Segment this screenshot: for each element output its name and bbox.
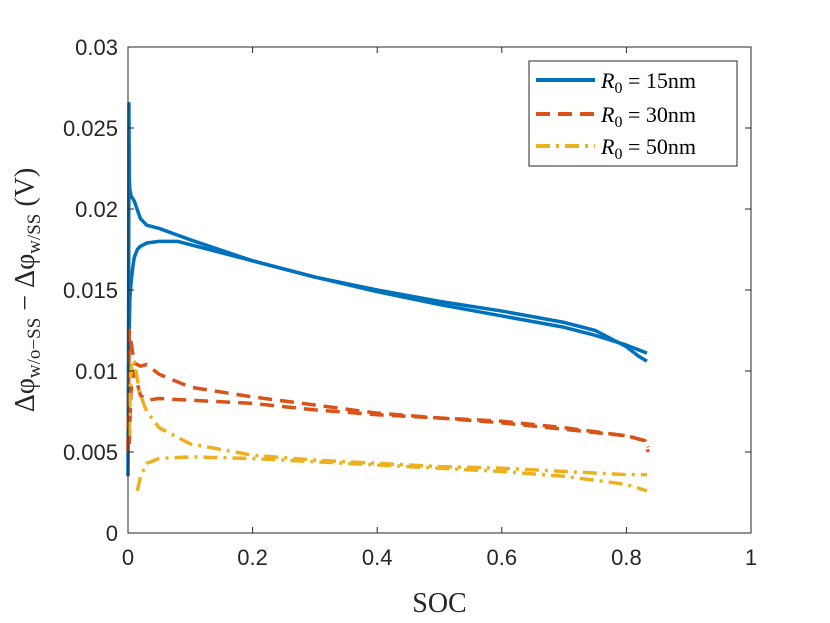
y-tick-label: 0.01 bbox=[75, 359, 118, 384]
y-tick-label: 0.005 bbox=[63, 440, 118, 465]
y-title-part: − bbox=[10, 288, 41, 318]
x-axis-title: SOC bbox=[412, 588, 466, 619]
series-line-1-branch-1 bbox=[127, 369, 650, 453]
y-axis-title: Δφw/o−SS − Δφw/SS (V) bbox=[10, 168, 45, 413]
y-title-subscript: w/o−SS bbox=[24, 318, 45, 378]
series-line-2-branch-1 bbox=[135, 455, 648, 493]
legend-label-15nm: R0 = 15nm bbox=[600, 68, 696, 97]
x-tick-label: 0.4 bbox=[362, 545, 393, 570]
legend-label-30nm: R0 = 30nm bbox=[600, 102, 696, 131]
y-tick-label: 0.02 bbox=[75, 197, 118, 222]
series-line-0-branch-0 bbox=[126, 101, 648, 477]
y-tick-label: 0.03 bbox=[75, 35, 118, 60]
series-line-0-branch-1 bbox=[127, 239, 648, 363]
x-tick-label: 0 bbox=[122, 545, 134, 570]
y-tick-label: 0 bbox=[106, 521, 118, 546]
svg-text:Δφw/o−SS − Δφw/SS (V): Δφw/o−SS − Δφw/SS (V) bbox=[10, 168, 45, 413]
y-title-part: Δφ bbox=[10, 378, 41, 412]
series-line-1-branch-0 bbox=[126, 328, 650, 453]
x-tick-label: 0.8 bbox=[611, 545, 642, 570]
legend-label-50nm: R0 = 50nm bbox=[600, 134, 696, 163]
y-title-part: Δφ bbox=[10, 254, 41, 288]
ticks-layer: 0 0.2 0.4 0.6 0.8 1 0 0.005 0.01 0.015 0.02 0.025 0.… bbox=[63, 35, 757, 570]
series-layer bbox=[126, 101, 650, 493]
legend: R0 = 15nm R0 = 30nm R0 = 50nm bbox=[528, 60, 738, 167]
y-title-part: (V) bbox=[10, 168, 41, 214]
y-tick-label: 0.015 bbox=[63, 278, 118, 303]
y-tick-label: 0.025 bbox=[63, 116, 118, 141]
y-title-subscript: w/SS bbox=[24, 214, 45, 254]
x-tick-label: 1 bbox=[745, 545, 757, 570]
x-tick-label: 0.6 bbox=[487, 545, 518, 570]
x-tick-label: 0.2 bbox=[237, 545, 268, 570]
